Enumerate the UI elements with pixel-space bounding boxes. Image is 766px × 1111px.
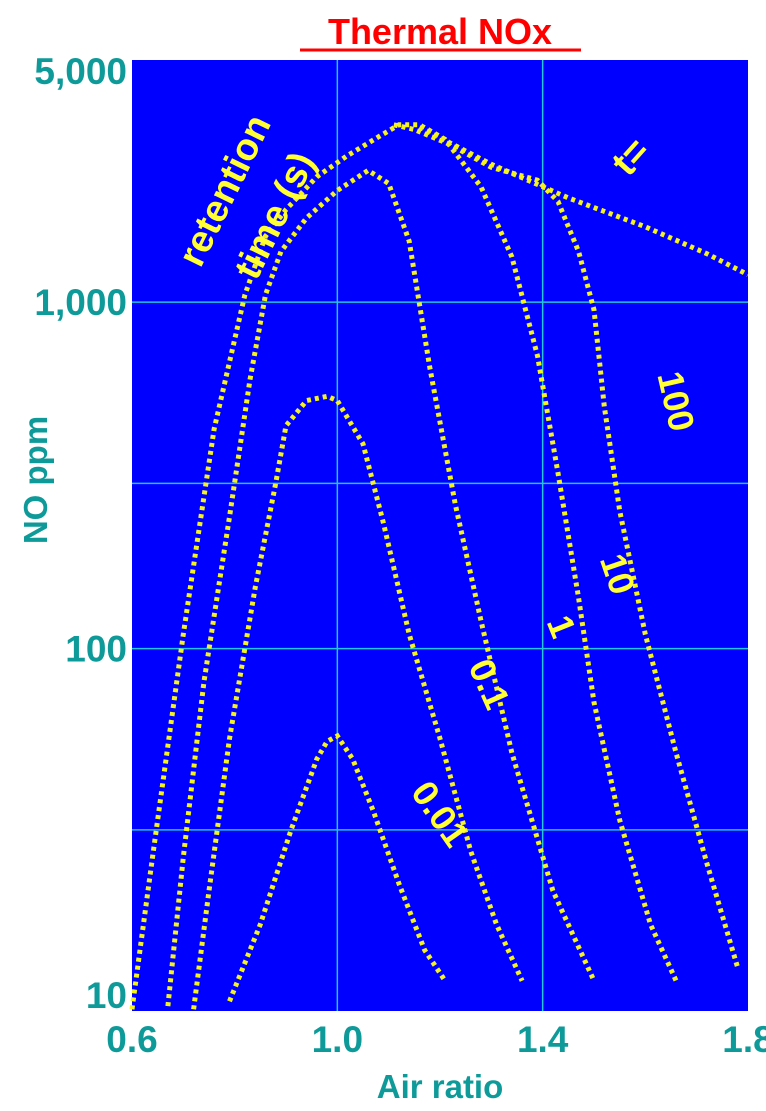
curve-t= bbox=[418, 124, 750, 277]
grid-lines bbox=[132, 60, 748, 1011]
x-tick-label: 1.4 bbox=[517, 1019, 569, 1060]
y-tick-label: 10 bbox=[86, 975, 127, 1016]
x-tick-label: 1.0 bbox=[312, 1019, 363, 1060]
x-tick-label: 1.8 bbox=[722, 1019, 766, 1060]
y-tick-label: 100 bbox=[65, 629, 127, 670]
curve-0.1 bbox=[191, 393, 525, 1010]
x-axis-title: Air ratio bbox=[377, 1068, 504, 1105]
axis-ticks: 0.6 1.0 1.4 1.8 10 100 1,000 5,000 bbox=[34, 51, 766, 1060]
y-axis-title: NO ppm bbox=[17, 416, 54, 544]
y-tick-label: 1,000 bbox=[34, 282, 127, 323]
chart-title: Thermal NOx bbox=[328, 11, 552, 52]
plot-area bbox=[132, 60, 748, 1011]
retention-time-curves bbox=[129, 122, 750, 1010]
curve-1 bbox=[165, 167, 597, 1007]
curve-0.01 bbox=[227, 732, 448, 1003]
y-tick-label: 5,000 bbox=[34, 51, 127, 92]
x-tick-label: 0.6 bbox=[106, 1019, 157, 1060]
